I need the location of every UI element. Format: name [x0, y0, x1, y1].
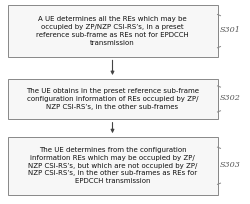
- Text: S303: S303: [220, 161, 240, 169]
- Bar: [8, 79, 218, 119]
- Text: S302: S302: [220, 94, 240, 102]
- Text: The UE obtains in the preset reference sub-frame
configuration information of RE: The UE obtains in the preset reference s…: [26, 88, 199, 110]
- Bar: [8, 5, 218, 57]
- Bar: [8, 137, 218, 195]
- Text: A UE determines all the REs which may be
occupied by ZP/NZP CSI-RS’s, in a prese: A UE determines all the REs which may be…: [36, 17, 189, 46]
- Text: The UE determines from the configuration
information REs which may be occupied b: The UE determines from the configuration…: [28, 147, 197, 184]
- Text: S301: S301: [220, 26, 240, 34]
